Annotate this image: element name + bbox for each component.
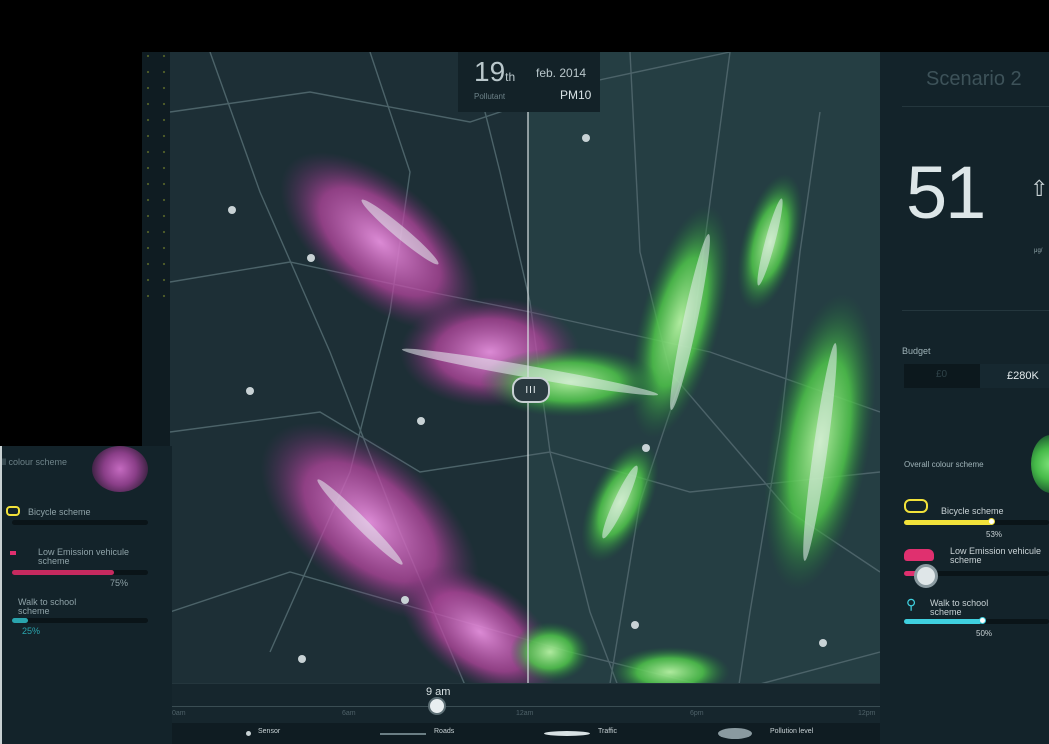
- left-bicycle-icon: [6, 506, 20, 516]
- scenario-title: Scenario 2: [926, 68, 1022, 90]
- walk-slider[interactable]: [904, 619, 1049, 624]
- bicycle-slider[interactable]: [904, 520, 1049, 525]
- left-walk-label-1: Walk to school: [18, 597, 77, 607]
- lev-slider[interactable]: [904, 571, 1049, 576]
- bicycle-percent: 53%: [986, 530, 1003, 539]
- walk-percent: 50%: [976, 629, 993, 638]
- left-walk-label-2: scheme: [18, 606, 50, 616]
- legend-pollution: Pollution level: [770, 728, 814, 735]
- lev-slider-handle[interactable]: [914, 564, 938, 588]
- left-lev-fill: [12, 570, 114, 575]
- lev-label-2: scheme: [950, 555, 982, 565]
- divider-top: [902, 106, 1049, 107]
- bicycle-icon: [904, 499, 928, 513]
- timeline-tick-12pm: 12pm: [858, 710, 876, 717]
- walk-label-1: Walk to school: [930, 598, 989, 608]
- timeline-tick-0am: 0am: [172, 710, 186, 717]
- date-day: 19th: [474, 56, 515, 88]
- sensors: [228, 134, 827, 663]
- lev-fill: [904, 571, 920, 576]
- date-month-year: feb. 2014: [536, 66, 587, 80]
- legend-sensor: Sensor: [258, 728, 281, 735]
- left-walk-slider[interactable]: [12, 618, 148, 623]
- bicycle-fill: [904, 520, 992, 525]
- legend-roads: Roads: [434, 728, 455, 735]
- timeline-track: [170, 706, 880, 707]
- compare-handle[interactable]: III: [512, 377, 550, 403]
- left-lev-label-2: scheme: [38, 556, 70, 566]
- compare-handle-grip: III: [525, 384, 537, 396]
- walk-label-2: scheme: [930, 607, 962, 617]
- pollution-value: 51: [906, 151, 986, 234]
- lev-label-1: Low Emission vehicule: [950, 546, 1042, 556]
- pollutant-value[interactable]: PM10: [560, 88, 592, 102]
- left-bicycle-slider[interactable]: [12, 520, 148, 525]
- map-legend: Sensor Roads Traffic Pollution level: [170, 723, 880, 744]
- map-graphics: [170, 52, 880, 744]
- timeline-tick-6pm: 6pm: [690, 710, 704, 717]
- left-colour-scheme-label: ll colour scheme: [2, 457, 68, 467]
- left-walk-percent: 25%: [22, 626, 41, 636]
- right-scenario-panel: Scenario 2 51 ⇧ μg/ Budget £0 £280K Over…: [880, 52, 1049, 744]
- date-panel: 19th feb. 2014 Pollutant PM10: [458, 52, 600, 112]
- pollution-icon: [718, 728, 752, 739]
- car-icon: [904, 549, 934, 561]
- pollutant-label: Pollutant: [474, 92, 506, 101]
- trend-arrow-icon: ⇧: [1030, 176, 1049, 201]
- left-lev-slider[interactable]: [12, 570, 148, 575]
- bicycle-slider-handle[interactable]: [988, 518, 995, 525]
- left-bicycle-label: Bicycle scheme: [28, 507, 91, 517]
- sensor-icon: [246, 731, 251, 736]
- colour-scheme-swatch[interactable]: [1031, 435, 1049, 493]
- budget-value[interactable]: £280K: [980, 364, 1049, 388]
- colour-scheme-label: Overall colour scheme: [904, 460, 984, 469]
- timeline[interactable]: 9 am 0am 6am 12am 6pm 12pm: [170, 683, 880, 724]
- left-scenario-panel: ll colour scheme Bicycle scheme Low Emis…: [0, 446, 172, 744]
- budget-min[interactable]: £0: [936, 369, 948, 380]
- road-icon: [380, 733, 426, 735]
- timeline-current-label: 9 am: [426, 686, 451, 698]
- date-day-number: 19: [474, 56, 506, 87]
- walk-fill: [904, 619, 982, 624]
- timeline-tick-12am: 12am: [516, 710, 534, 717]
- divider-mid: [902, 310, 1049, 311]
- top-blank-area: [140, 0, 1049, 52]
- traffic-streaks: [317, 198, 837, 565]
- traffic-icon: [544, 731, 590, 736]
- budget-control[interactable]: £0 £280K: [904, 364, 1049, 388]
- blank-window-area: [0, 0, 142, 446]
- unit-label: μg/: [1034, 248, 1043, 254]
- timeline-handle[interactable]: [428, 697, 446, 715]
- legend-traffic: Traffic: [598, 728, 618, 735]
- walk-icon: ⚲: [906, 596, 917, 612]
- left-car-icon: [10, 551, 16, 555]
- walk-slider-handle[interactable]: [979, 617, 986, 624]
- left-lev-percent: 75%: [110, 578, 129, 588]
- left-lev-label-1: Low Emission vehicule: [38, 547, 130, 557]
- timeline-tick-6am: 6am: [342, 710, 356, 717]
- date-day-suffix: th: [505, 70, 516, 84]
- bicycle-label: Bicycle scheme: [941, 506, 1004, 516]
- budget-label: Budget: [902, 346, 931, 356]
- left-walk-fill: [12, 618, 28, 623]
- left-colour-scheme-swatch[interactable]: [92, 446, 148, 492]
